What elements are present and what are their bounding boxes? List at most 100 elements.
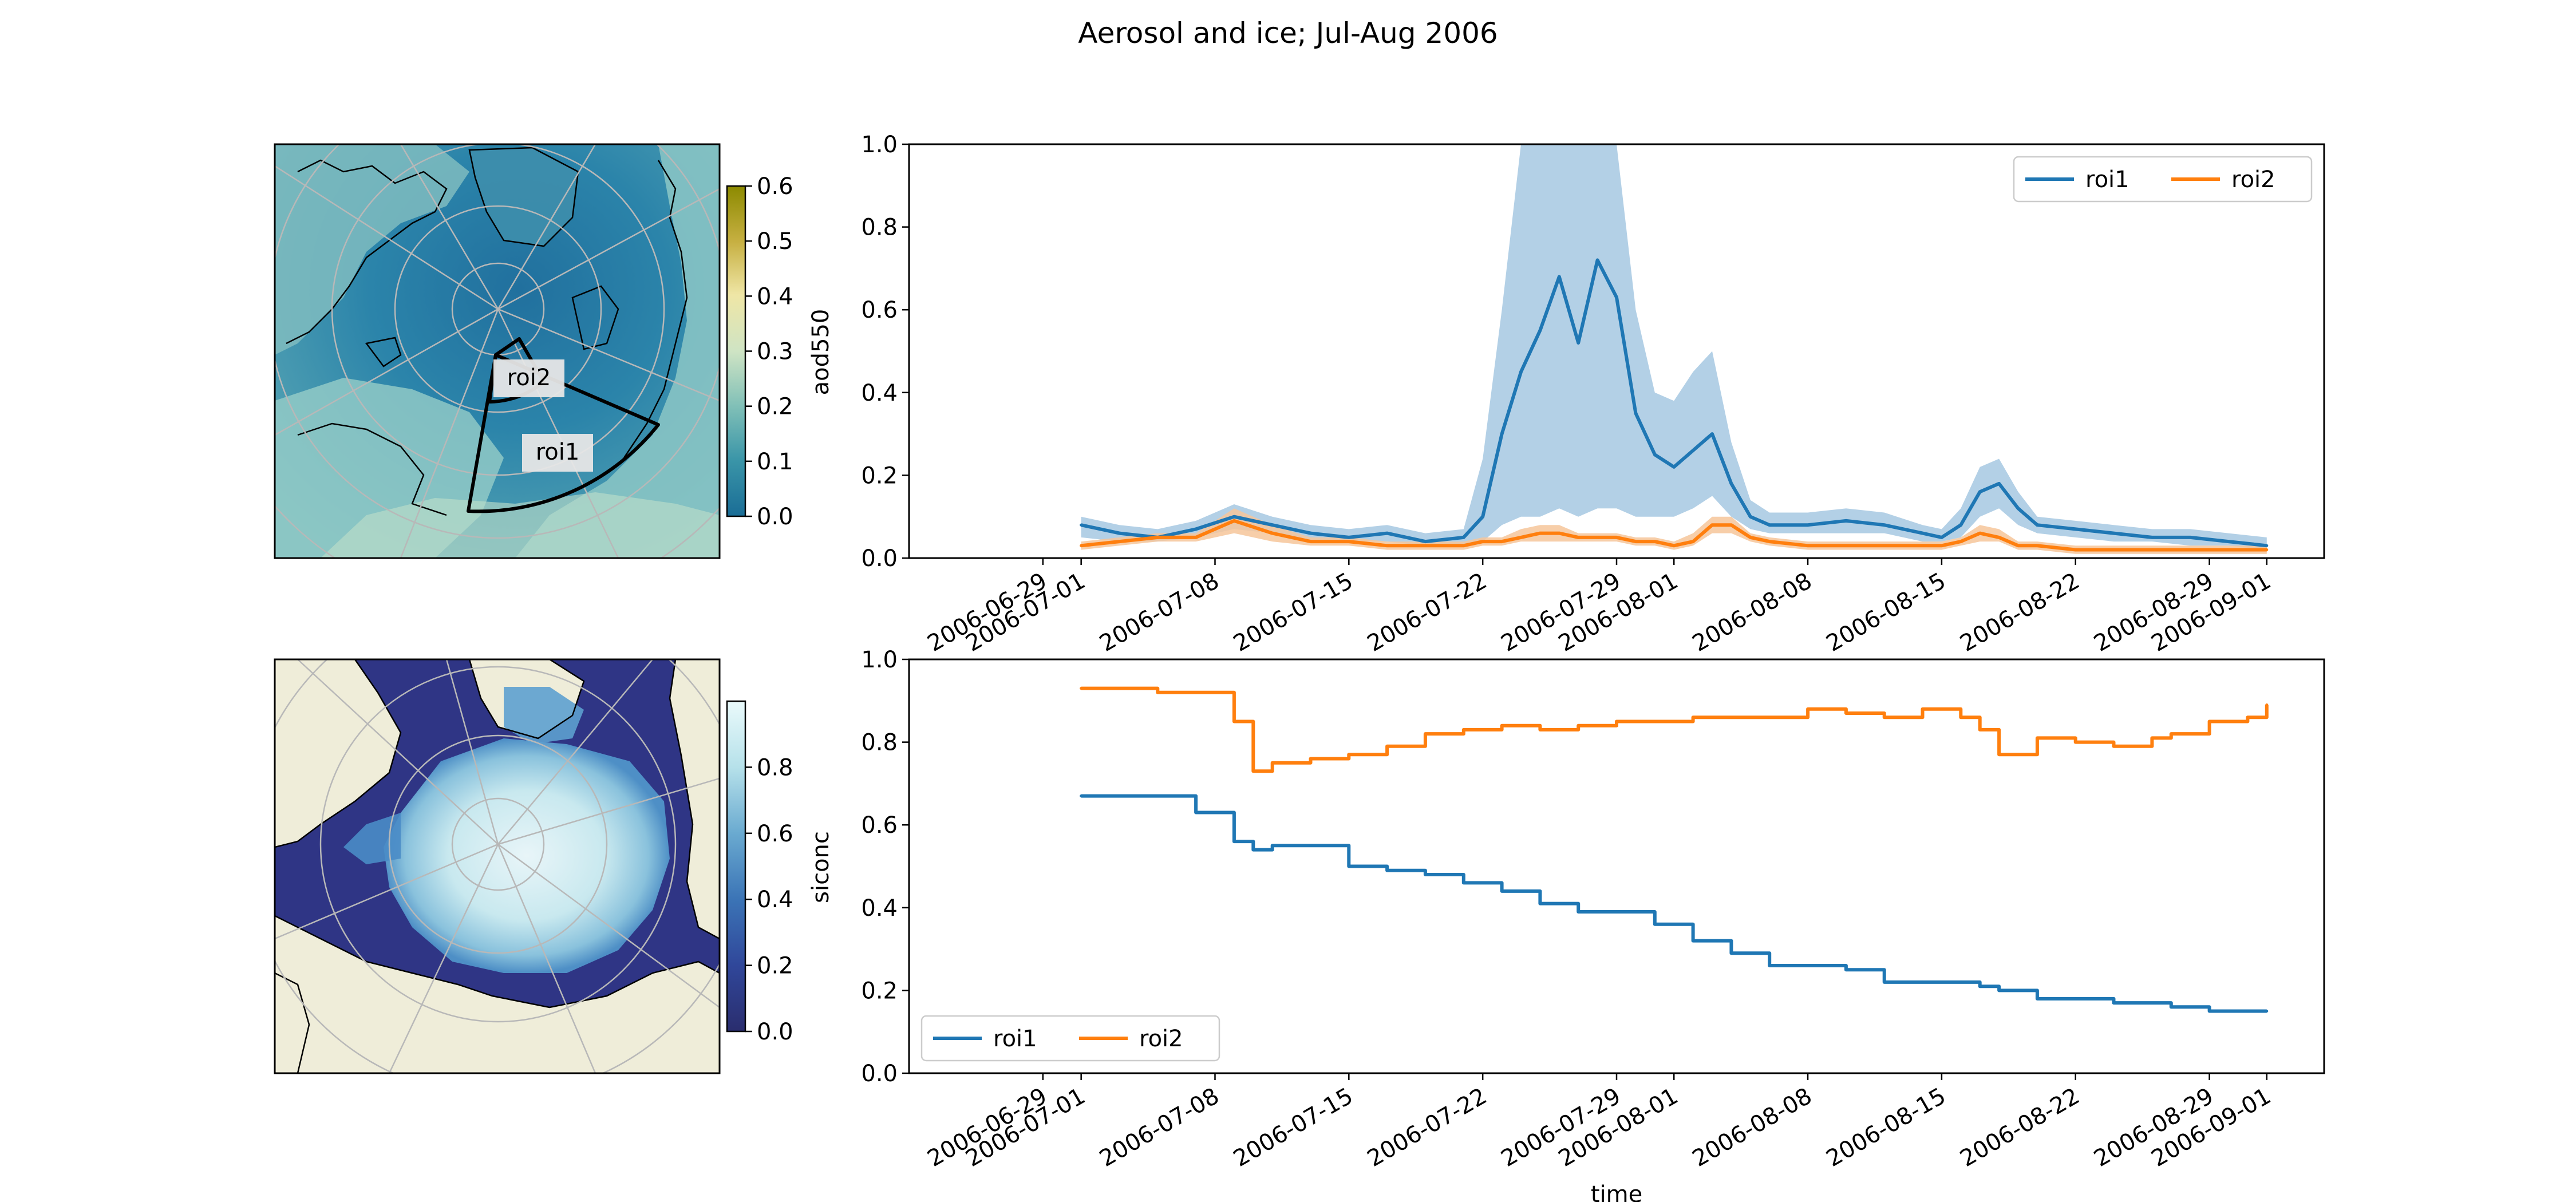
roi1-point	[1347, 865, 1350, 868]
roi2-point	[2188, 548, 2192, 551]
y-tick-label: 0.6	[861, 297, 898, 323]
roi1-point	[1558, 275, 1561, 278]
roi2-point	[1749, 536, 1752, 539]
roi2-point	[2074, 741, 2077, 744]
roi1-point	[1634, 412, 1637, 415]
roi1-point	[2017, 507, 2020, 510]
x-tick-label: 2006-08-15	[1822, 568, 1950, 657]
roi1-point	[1156, 794, 1159, 798]
legend-label-roi2: roi2	[1139, 1026, 1183, 1052]
roi1-point	[1768, 964, 1771, 967]
roi2-point	[1194, 536, 1198, 539]
roi2-point	[1615, 720, 1618, 723]
roi2-point	[1978, 728, 1982, 732]
roi1-point	[2246, 1010, 2249, 1013]
roi2-point	[1729, 715, 1733, 719]
roi2-point	[1538, 532, 1542, 535]
roi1-point	[2112, 1001, 2115, 1005]
roi2-point	[1653, 540, 1657, 543]
roi1-point	[1577, 910, 1580, 914]
roi1-point	[1672, 465, 1676, 469]
roi1-point	[1424, 873, 1427, 876]
roi1-point	[1596, 258, 1599, 262]
roi1-point	[2265, 1010, 2269, 1013]
roi1-point	[1959, 523, 1962, 527]
x-tick-label: 2006-08-08	[1688, 568, 1816, 657]
roi2-point	[1271, 532, 1274, 535]
aod-colorbar: 0.0 0.1 0.2 0.3 0.4 0.5 0.6 aod550	[726, 173, 834, 530]
roi2-point	[1385, 544, 1389, 547]
y-tick-label: 0.2	[861, 978, 898, 1004]
figure-title: Aerosol and ice; Jul-Aug 2006	[1078, 17, 1498, 50]
roi2-point	[1959, 540, 1962, 543]
roi2-point	[1768, 715, 1771, 719]
roi1-point	[2170, 1005, 2173, 1009]
roi1-point	[1978, 984, 1982, 988]
x-tick-label: 2006-07-08	[1095, 1083, 1223, 1172]
roi2-point	[1462, 728, 1465, 732]
roi2-point	[1194, 691, 1198, 694]
colorbar-tick-label: 0.2	[757, 394, 793, 420]
roi2-point	[2246, 715, 2249, 719]
roi2-point	[1844, 711, 1848, 715]
roi2-point	[2017, 544, 2020, 547]
siconc-series-lines	[1080, 686, 2269, 1013]
roi2-point	[1309, 757, 1312, 760]
aod-map-frame	[274, 143, 721, 559]
colorbar-tick-label: 0.8	[757, 754, 793, 781]
roi1-point	[2208, 1010, 2211, 1013]
roi2-point	[2112, 745, 2115, 748]
roi2-point	[1692, 540, 1695, 543]
colorbar-tick-label: 0.0	[757, 1019, 793, 1045]
roi1-point	[2036, 523, 2039, 527]
siconc-graticule	[275, 659, 720, 1073]
colorbar-tick-label: 0.4	[757, 887, 793, 913]
siconc-land-eurasia	[670, 659, 720, 939]
legend-label-roi1: roi1	[993, 1026, 1037, 1052]
roi1-point	[2074, 527, 2077, 531]
roi1-point	[1271, 844, 1274, 847]
roi2-point	[1481, 540, 1484, 543]
roi1-point	[1749, 515, 1752, 519]
y-tick-label: 0.6	[861, 812, 898, 839]
x-tick-label: 2006-08-15	[1822, 1083, 1950, 1172]
roi1-point	[1883, 523, 1886, 527]
roi1-label-box	[522, 434, 593, 472]
colorbar-tick-label: 0.1	[757, 449, 793, 475]
roi2-point	[1251, 769, 1255, 773]
roi1-point	[1692, 939, 1695, 943]
roi2-point	[1156, 691, 1159, 694]
aod-map: roi2 roi1	[275, 144, 720, 558]
roi1-point	[1385, 532, 1389, 535]
roi1-point	[1481, 515, 1484, 519]
y-tick-label: 1.0	[861, 647, 898, 673]
roi1-point	[1462, 881, 1465, 884]
roi2-point	[1118, 687, 1121, 690]
roi1-point	[1194, 527, 1198, 531]
roi2-point	[2074, 548, 2077, 551]
roi1-point	[1844, 519, 1848, 523]
roi1-line	[1081, 794, 2267, 1013]
y-tick-label: 0.4	[861, 895, 898, 922]
roi1-point	[1538, 329, 1542, 332]
roi2-point	[1500, 540, 1504, 543]
roi1-point	[1538, 902, 1542, 906]
roi1-point	[2074, 997, 2077, 1001]
roi2-point	[1997, 536, 2001, 539]
siconc-colorbar-fill	[726, 700, 746, 1033]
aod-uncertainty-bands	[1081, 144, 2267, 554]
roi2-point	[2112, 548, 2115, 551]
x-tick-label: 2006-07-22	[1363, 568, 1491, 657]
roi2-point	[1959, 715, 1962, 719]
roi2-point	[1519, 536, 1523, 539]
roi2-point	[2265, 548, 2269, 551]
roi1-point	[1347, 536, 1350, 539]
roi2-point	[1729, 523, 1733, 527]
roi1-point	[1519, 370, 1523, 374]
siconc-map	[275, 659, 720, 1073]
roi1-point	[2036, 997, 2039, 1001]
y-tick-label: 0.4	[861, 380, 898, 406]
roi2-point	[1768, 540, 1771, 543]
